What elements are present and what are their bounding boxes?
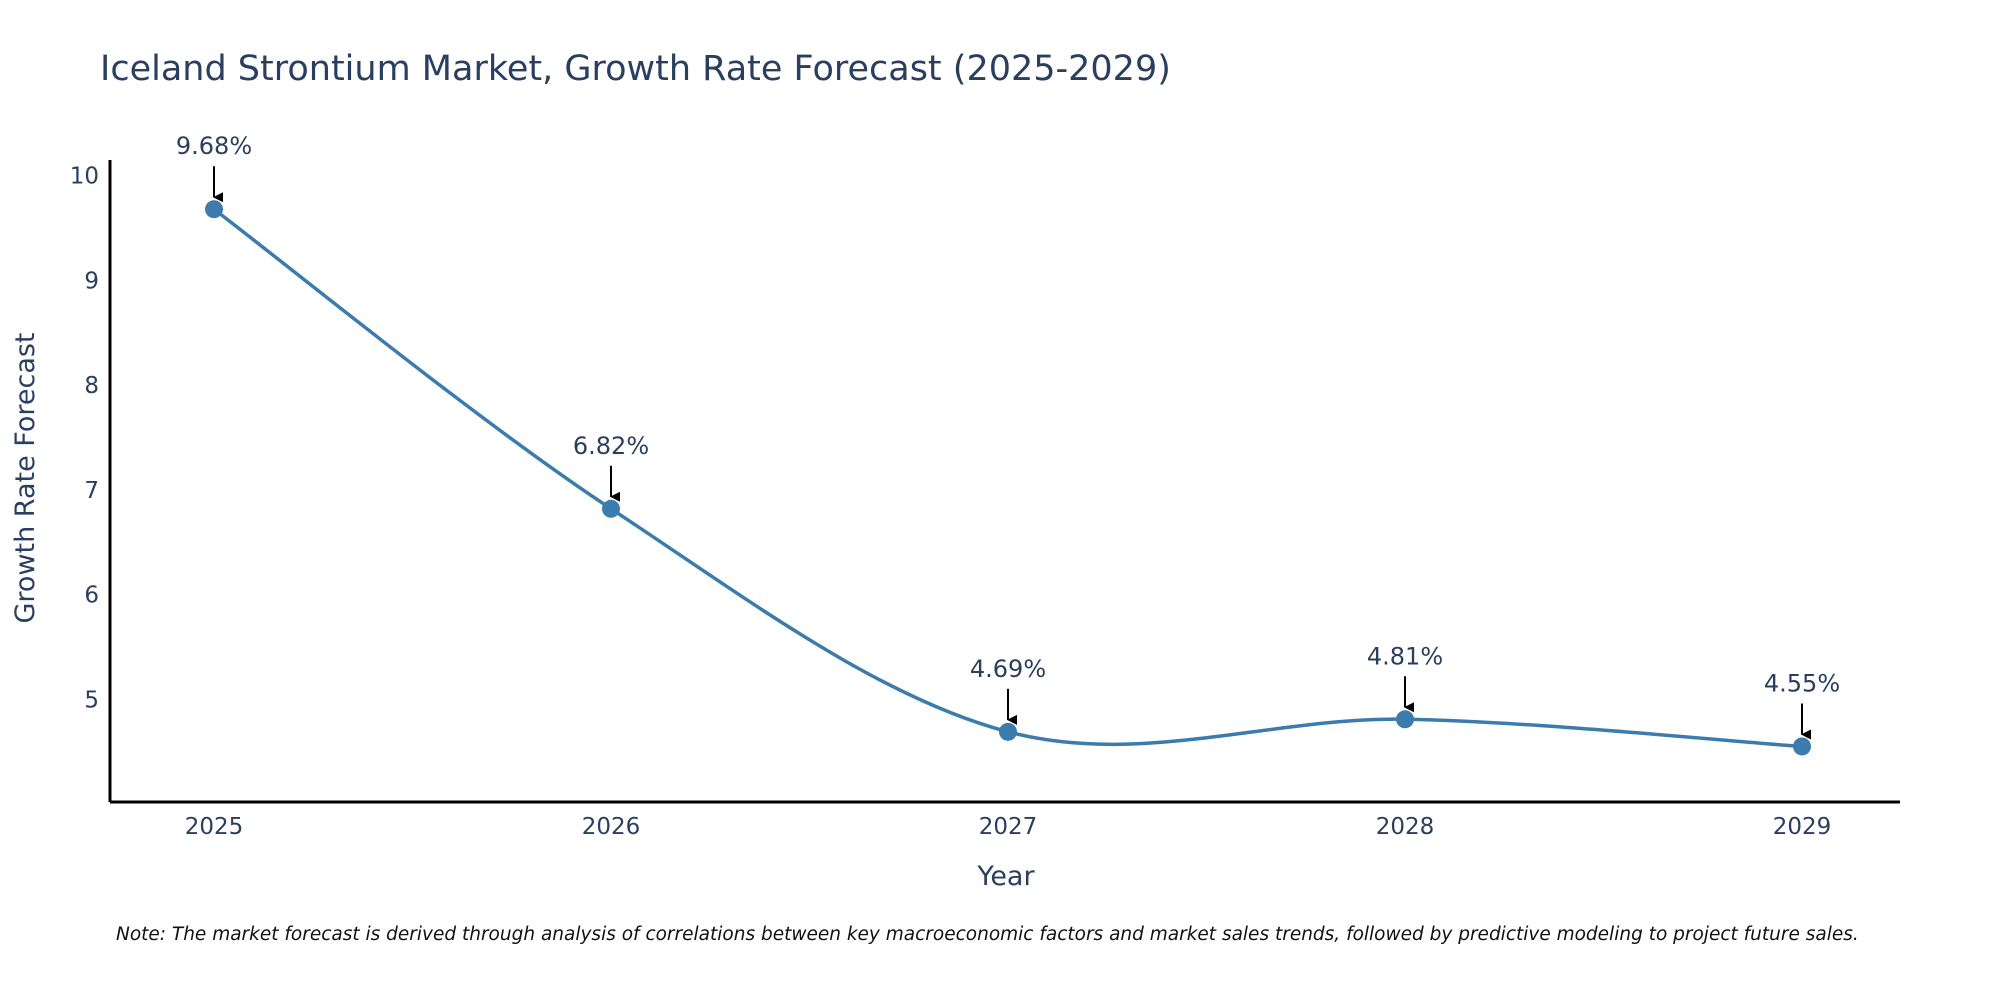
y-axis: 5 6 7 8 9 10 — [70, 160, 112, 802]
data-label: 4.69% — [970, 655, 1046, 683]
x-tick-label: 2028 — [1376, 814, 1435, 840]
data-point — [1396, 710, 1414, 729]
y-tick-label: 10 — [70, 164, 99, 190]
data-label: 4.55% — [1764, 669, 1840, 697]
data-label: 4.81% — [1367, 642, 1443, 670]
x-tick-label: 2025 — [185, 814, 244, 840]
data-point — [205, 200, 223, 219]
data-point — [602, 499, 620, 518]
x-axis: 2025 2026 2027 2028 2029 — [110, 800, 1900, 840]
data-label: 6.82% — [573, 432, 649, 460]
x-tick-label: 2026 — [582, 814, 641, 840]
data-label: 9.68% — [176, 132, 252, 160]
y-tick-label: 5 — [84, 687, 99, 713]
y-tick-label: 9 — [84, 268, 99, 294]
x-tick-label: 2029 — [1773, 814, 1832, 840]
x-axis-title: Year — [976, 861, 1035, 892]
data-point — [999, 722, 1017, 741]
x-tick-label: 2027 — [979, 814, 1038, 840]
y-tick-label: 7 — [84, 478, 99, 504]
chart-title: Iceland Strontium Market, Growth Rate Fo… — [100, 49, 1171, 89]
data-point — [1793, 737, 1811, 756]
y-tick-label: 8 — [84, 373, 99, 399]
y-axis-title: Growth Rate Forecast — [10, 332, 41, 623]
data-markers — [205, 200, 1811, 756]
y-tick-label: 6 — [84, 583, 99, 609]
data-annotations: 9.68% 6.82% 4.69% 4.81% 4.55% — [176, 132, 1840, 740]
series-line — [212, 207, 1803, 749]
forecast-note: Note: The market forecast is derived thr… — [116, 924, 1859, 945]
